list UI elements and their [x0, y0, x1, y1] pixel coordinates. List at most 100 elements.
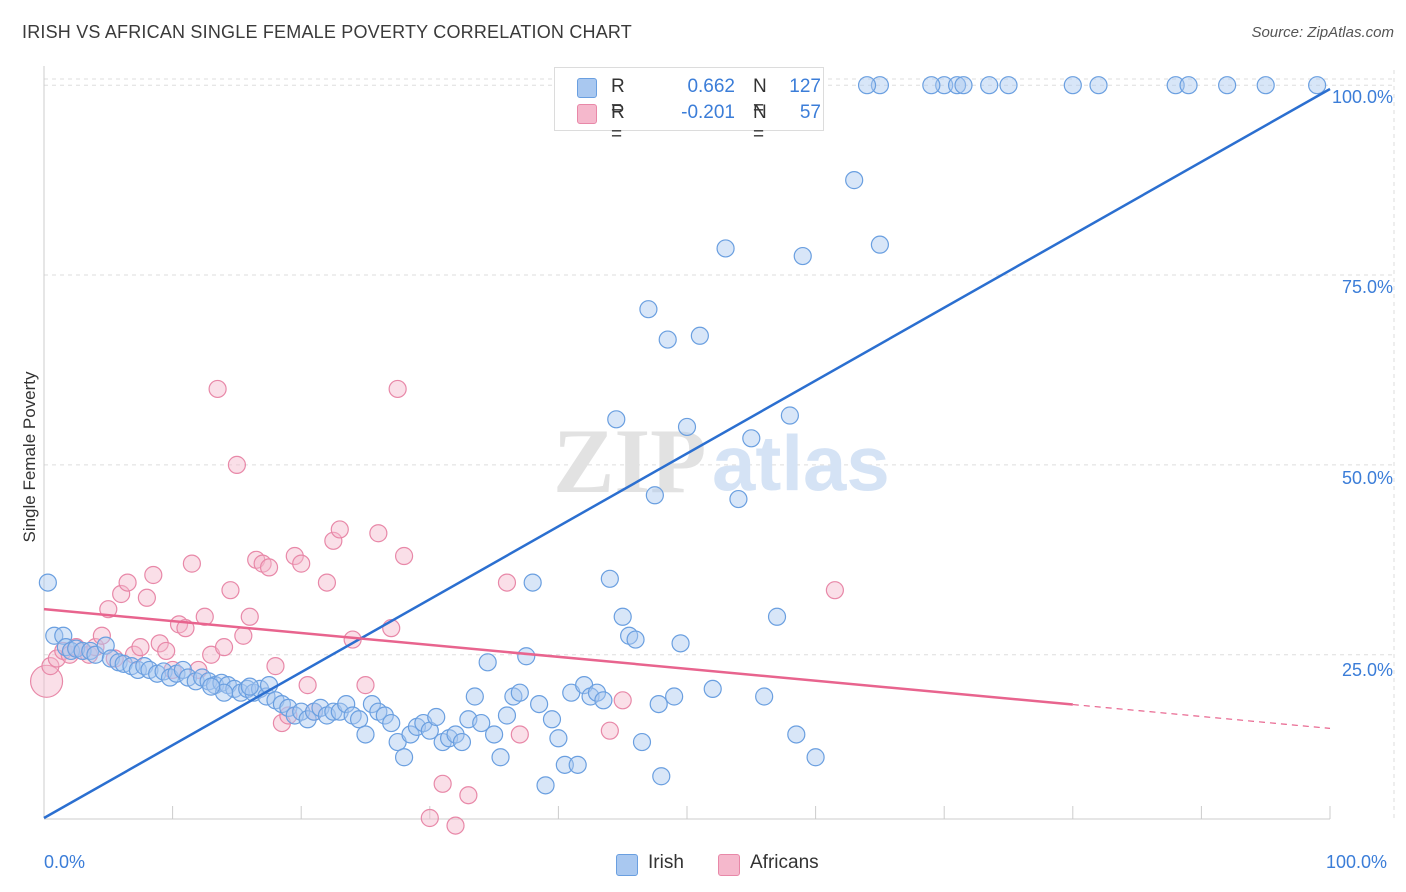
africans-point [497, 573, 517, 592]
irish-point [491, 748, 510, 767]
africans-point [157, 641, 176, 661]
africans-point [124, 645, 144, 664]
legend-n-label: N = [753, 102, 767, 145]
legend-r-value: 0.662 [687, 76, 735, 97]
irish-point [742, 429, 761, 448]
irish-point [845, 171, 864, 190]
africans-point [266, 657, 285, 676]
y-tick-label: 100.0% [1331, 87, 1393, 107]
irish-point [954, 76, 973, 95]
irish-point [86, 645, 105, 664]
africans-point [118, 573, 137, 592]
irish-point [1166, 76, 1185, 95]
irish-point [349, 710, 369, 729]
irish-point [755, 687, 774, 706]
irish-point [690, 326, 709, 345]
trend-lines [43, 87, 1331, 820]
africans-point [394, 546, 414, 566]
chart-title: IRISH VS AFRICAN SINGLE FEMALE POVERTY C… [22, 22, 632, 42]
irish-point [665, 687, 684, 706]
irish-point [980, 76, 999, 95]
africans-point [613, 691, 632, 710]
irish-point [38, 573, 57, 592]
irish-point [1063, 76, 1082, 95]
irish-point [1089, 76, 1108, 95]
irish-point [298, 710, 317, 729]
africans-point [388, 379, 407, 399]
y-tick-label: 50.0% [1341, 468, 1393, 488]
x-tick-label: 0.0% [44, 852, 86, 872]
irish-point [536, 776, 555, 795]
legend-r-label: R = [611, 102, 625, 145]
irish-point [671, 634, 690, 653]
africans-point [433, 774, 452, 793]
correlation-legend: R = 0.662 N = 127 R = -0.201 N = 57 [554, 67, 824, 145]
irish-trend-line [43, 87, 1331, 820]
legend-r-value: -0.201 [681, 102, 735, 123]
africans-trend-extension [1072, 703, 1331, 729]
africans-point [600, 721, 619, 740]
watermark-atlas: atlas [712, 419, 890, 507]
irish-point [607, 410, 626, 429]
legend-n-value: 127 [789, 76, 821, 97]
irish-point [1256, 76, 1275, 95]
irish-point [555, 755, 574, 774]
irish-point [703, 679, 722, 699]
axes [43, 66, 1331, 820]
africans-point [298, 676, 317, 695]
irish-point [446, 725, 465, 744]
y-tick-label: 75.0% [1341, 277, 1393, 297]
irish-point [587, 683, 607, 702]
africans-point [324, 531, 343, 550]
irish-point [292, 702, 311, 721]
africans-point [446, 816, 465, 835]
legend-r-label: R = [611, 76, 625, 119]
irish-point [632, 732, 652, 752]
watermark: ZIP atlas [553, 410, 890, 512]
irish-point [639, 300, 658, 319]
irish-point [600, 569, 619, 588]
irish-point [870, 235, 890, 254]
irish-point [362, 694, 382, 714]
irish-point [729, 489, 748, 509]
africans-point [259, 558, 279, 577]
irish-point [497, 706, 517, 725]
africans-point [285, 546, 304, 566]
irish-point [922, 76, 941, 95]
africans-point [317, 573, 337, 592]
irish-point [1218, 76, 1237, 95]
irish-point [452, 732, 472, 752]
irish-points [38, 76, 1327, 795]
irish-point [1308, 76, 1327, 95]
africans-point [131, 638, 150, 657]
irish-point [1179, 76, 1198, 95]
irish-point [645, 486, 664, 505]
africans-point [292, 554, 311, 573]
irish-point [337, 694, 356, 714]
africans-point [420, 808, 439, 828]
irish-point [999, 76, 1018, 95]
africans-point [330, 520, 349, 539]
irish-swatch [616, 854, 638, 876]
africans-point [214, 638, 234, 657]
irish-point [356, 725, 375, 744]
legend-n-label: N = [753, 76, 767, 119]
irish-point [857, 76, 877, 95]
africans-point [92, 626, 111, 645]
irish-point [947, 76, 967, 95]
irish-point [510, 683, 529, 702]
irish-point [523, 573, 542, 592]
irish-point [202, 677, 221, 696]
irish-point [935, 76, 954, 95]
y-tick-label: 25.0% [1341, 660, 1393, 680]
legend-label: Irish [648, 852, 684, 873]
irish-point [793, 246, 812, 266]
irish-point [478, 653, 497, 672]
irish-point [649, 694, 668, 714]
africans-point [234, 626, 253, 645]
irish-point [542, 710, 562, 729]
irish-point [54, 626, 73, 645]
africans-point [182, 554, 201, 573]
watermark-zip: ZIP [553, 410, 706, 512]
africans-point [150, 634, 169, 653]
